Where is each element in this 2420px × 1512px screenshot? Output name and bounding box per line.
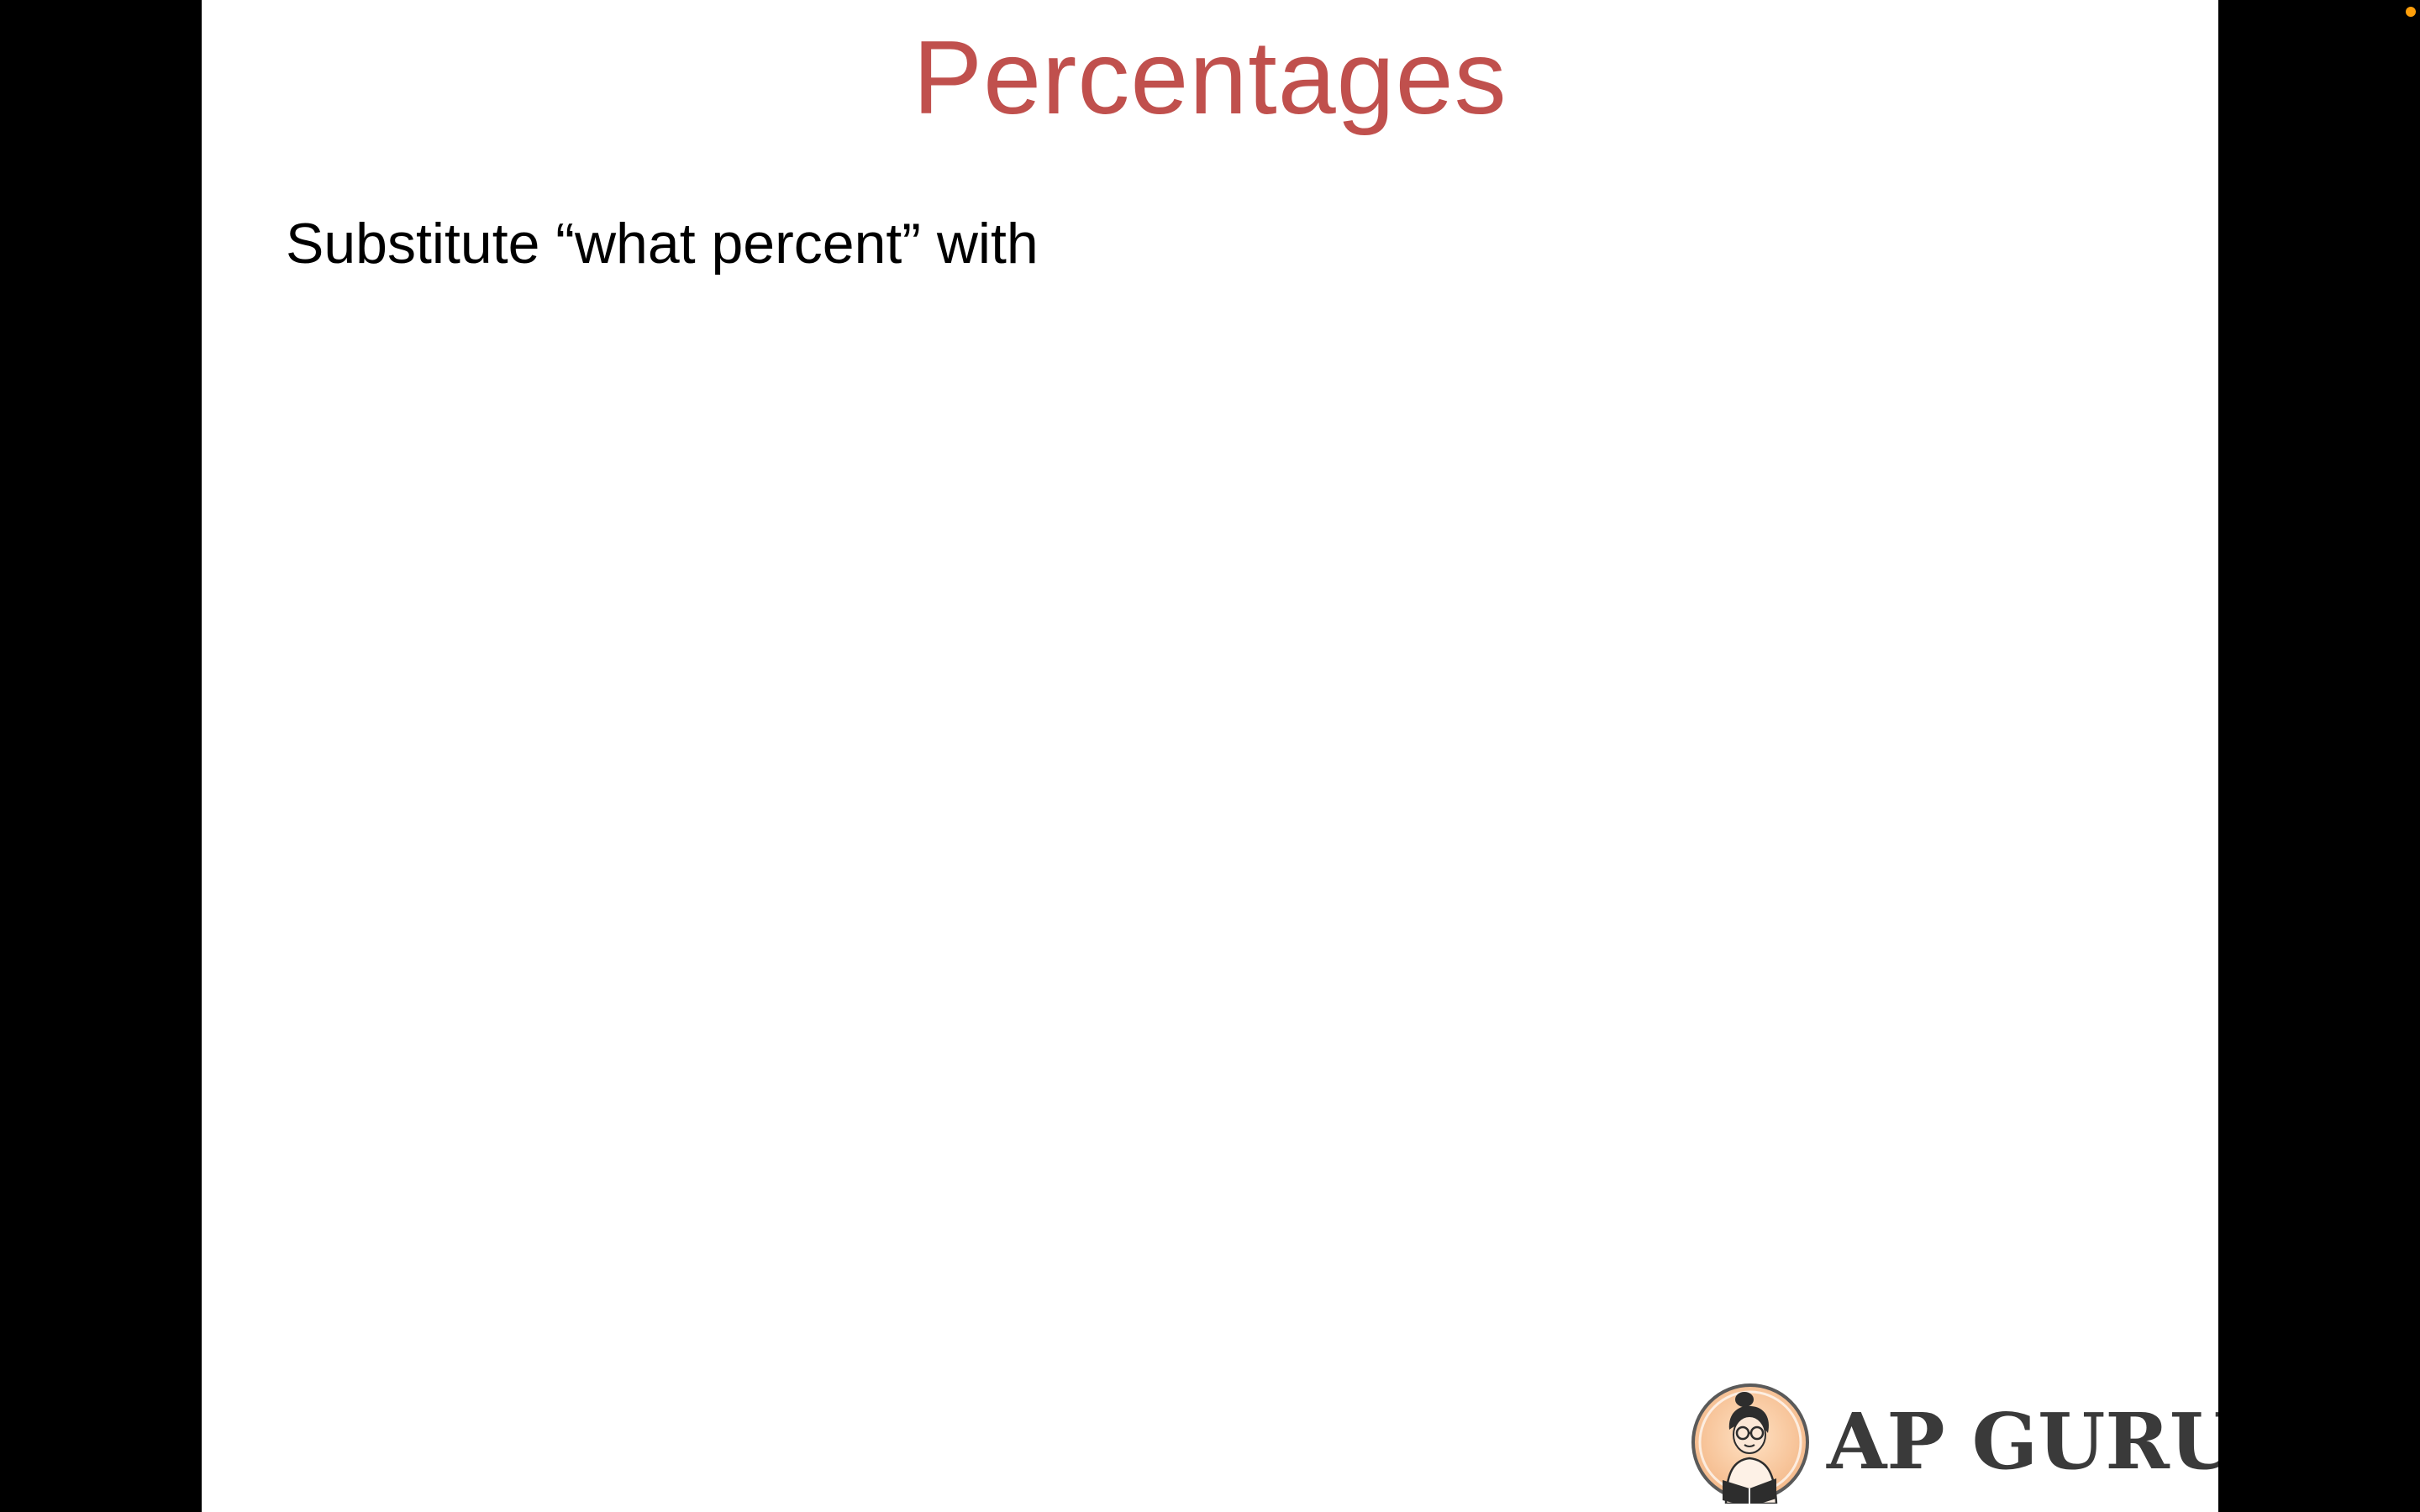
brand-logo-text: AP GURU (1827, 1396, 2218, 1487)
reading-person-icon (1691, 1383, 1809, 1504)
slide-title: Percentages (913, 20, 1507, 136)
slide-body-text: Substitute “what percent” with (286, 212, 1039, 276)
slide: Percentages Substitute “what percent” wi… (202, 0, 2218, 1512)
recording-dot-icon (2406, 7, 2416, 17)
brand-logo: AP GURU (1689, 1378, 2218, 1512)
